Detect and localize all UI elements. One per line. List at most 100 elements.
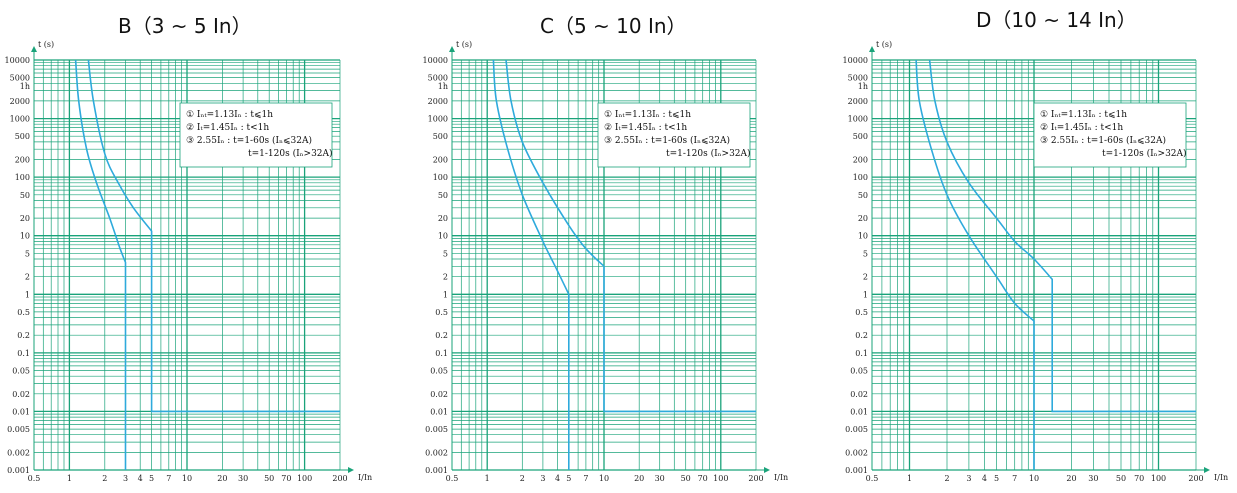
y-tick-label: 0.01 xyxy=(430,407,448,416)
x-tick-label: 20 xyxy=(217,474,227,483)
x-tick-label: 50 xyxy=(264,474,274,483)
y-tick-label: 2 xyxy=(25,273,30,282)
y-tick-label: 5000 xyxy=(10,74,30,83)
x-tick-label: 30 xyxy=(1088,474,1098,483)
x-tick-label: 0.5 xyxy=(446,474,459,483)
x-tick-label: 50 xyxy=(681,474,691,483)
y-axis-arrow-icon xyxy=(31,46,37,52)
x-tick-label: 7 xyxy=(1012,474,1017,483)
y-tick-label: 50 xyxy=(438,191,448,200)
y-tick-label: 0.05 xyxy=(12,367,30,376)
x-tick-label: 2 xyxy=(520,474,525,483)
note-line: ③ 2.55Iₙ : t=1-60s (Iₙ⩽32A) xyxy=(186,135,312,146)
y-tick-label: 2000 xyxy=(10,97,30,106)
y-tick-label: 10000 xyxy=(423,56,448,65)
x-tick-label: 0.5 xyxy=(866,474,879,483)
y-tick-label: 0.05 xyxy=(430,367,448,376)
x-tick-label: 3 xyxy=(966,474,971,483)
y-tick-label: 2000 xyxy=(428,97,448,106)
y-axis-label: t (s) xyxy=(38,40,54,49)
x-tick-label: 200 xyxy=(1188,474,1203,483)
x-tick-label: 50 xyxy=(1116,474,1126,483)
y-tick-label: 0.02 xyxy=(850,390,868,399)
trip-curve-upper xyxy=(928,59,1196,413)
y-tick-label: 0.001 xyxy=(845,466,868,475)
notes-box xyxy=(1033,102,1187,168)
y-tick-label: 10 xyxy=(858,232,868,241)
chart-title: B（3 ~ 5 In） xyxy=(118,14,252,38)
y-tick-label: 10 xyxy=(20,232,30,241)
y-tick-label: 200 xyxy=(15,156,30,165)
x-tick-label: 20 xyxy=(634,474,644,483)
x-tick-label: 5 xyxy=(994,474,999,483)
x-tick-label: 10 xyxy=(599,474,609,483)
note-line: t=1-120s (Iₙ>32A) xyxy=(248,148,333,159)
y-tick-label: 0.02 xyxy=(12,390,30,399)
y-tick-label: 0.5 xyxy=(855,308,868,317)
y-tick-label: 500 xyxy=(853,132,868,141)
x-tick-label: 2 xyxy=(944,474,949,483)
x-tick-label: 200 xyxy=(748,474,763,483)
x-tick-label: 100 xyxy=(1151,474,1166,483)
x-tick-label: 70 xyxy=(698,474,708,483)
x-tick-label: 70 xyxy=(1134,474,1144,483)
note-line: t=1-120s (Iₙ>32A) xyxy=(666,148,751,159)
y-axis-label: t (s) xyxy=(876,40,892,49)
x-tick-label: 20 xyxy=(1066,474,1076,483)
note-line: ① Iₙₜ=1.13Iₙ : t⩽1h xyxy=(604,110,691,120)
chart-panel-b: B（3 ~ 5 In） t (s) I/In 10000 5000 1h 2000 1000… xyxy=(0,0,412,493)
y-tick-label: 1h xyxy=(438,82,448,91)
y-tick-label: 5 xyxy=(443,249,448,258)
y-tick-label: 0.002 xyxy=(845,448,868,457)
x-tick-label: 7 xyxy=(166,474,171,483)
y-tick-label: 5000 xyxy=(428,74,448,83)
y-tick-label: 2000 xyxy=(848,97,868,106)
y-tick-label: 500 xyxy=(433,132,448,141)
y-tick-label: 20 xyxy=(438,214,448,223)
y-tick-label: 5000 xyxy=(848,74,868,83)
note-line: ① Iₙₜ=1.13Iₙ : t⩽1h xyxy=(1040,110,1127,120)
y-tick-label: 0.05 xyxy=(850,367,868,376)
x-tick-label: 30 xyxy=(238,474,248,483)
y-tick-label: 20 xyxy=(20,214,30,223)
notes-box xyxy=(179,102,333,168)
y-tick-label: 50 xyxy=(20,191,30,200)
y-tick-label: 10000 xyxy=(843,56,868,65)
y-tick-label: 50 xyxy=(858,191,868,200)
x-axis-arrow-icon xyxy=(764,467,770,473)
trip-curve-upper xyxy=(87,59,340,413)
y-tick-label: 0.02 xyxy=(430,390,448,399)
y-tick-label: 1 xyxy=(25,290,30,299)
y-axis-label: t (s) xyxy=(456,40,472,49)
x-tick-label: 4 xyxy=(555,474,560,483)
y-tick-label: 0.2 xyxy=(17,331,30,340)
y-tick-label: 100 xyxy=(853,173,868,182)
y-tick-label: 1000 xyxy=(428,115,448,124)
y-tick-label: 1 xyxy=(863,290,868,299)
y-tick-label: 0.1 xyxy=(435,349,448,358)
x-axis-arrow-icon xyxy=(1204,467,1210,473)
note-line: ② Iₜ=1.45Iₙ : t<1h xyxy=(186,123,269,133)
x-tick-label: 7 xyxy=(583,474,588,483)
x-axis-arrow-icon xyxy=(348,467,354,473)
note-line: ① Iₙₜ=1.13Iₙ : t⩽1h xyxy=(186,110,273,120)
y-tick-label: 500 xyxy=(15,132,30,141)
curve-notes: ① Iₙₜ=1.13Iₙ : t⩽1h ② Iₜ=1.45Iₙ : t<1h ③ 2… xyxy=(179,102,333,168)
y-tick-label: 0.2 xyxy=(855,331,868,340)
y-tick-label: 0.01 xyxy=(850,407,868,416)
y-tick-label: 1h xyxy=(858,82,868,91)
y-tick-label: 1000 xyxy=(10,115,30,124)
chart-panel-d: D（10 ~ 14 In） t (s) I/In 10000 5000 1h 2000 10… xyxy=(824,0,1237,493)
y-axis-arrow-icon xyxy=(869,46,875,52)
x-tick-label: 10 xyxy=(182,474,192,483)
y-tick-label: 200 xyxy=(853,156,868,165)
x-tick-label: 5 xyxy=(149,474,154,483)
x-tick-label: 4 xyxy=(138,474,143,483)
y-tick-label: 100 xyxy=(433,173,448,182)
y-tick-label: 1h xyxy=(20,82,30,91)
y-tick-label: 5 xyxy=(25,249,30,258)
y-tick-label: 0.005 xyxy=(425,425,448,434)
